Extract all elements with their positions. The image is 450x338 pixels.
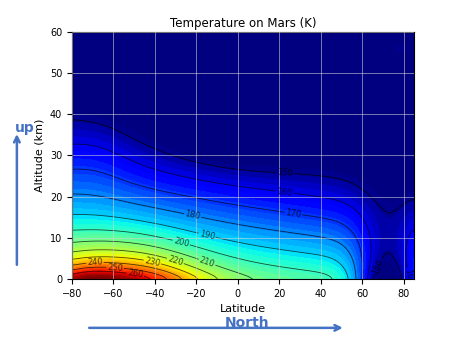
Text: 260: 260 [126, 269, 144, 280]
Text: 190: 190 [198, 229, 216, 242]
Text: 240: 240 [87, 258, 103, 267]
Text: up: up [15, 121, 35, 136]
Text: 160: 160 [403, 268, 414, 285]
Text: 230: 230 [144, 256, 161, 268]
Text: 210: 210 [198, 255, 216, 269]
Text: 170: 170 [285, 208, 302, 219]
Text: 200: 200 [172, 236, 190, 249]
X-axis label: Latitude: Latitude [220, 304, 266, 314]
Text: North: North [225, 316, 270, 330]
Text: 180: 180 [184, 210, 202, 221]
Text: 250: 250 [107, 263, 123, 273]
Title: Temperature on Mars (K): Temperature on Mars (K) [170, 17, 316, 29]
Text: 150: 150 [277, 168, 293, 178]
Text: 150: 150 [370, 257, 385, 275]
Text: 220: 220 [166, 254, 184, 267]
Y-axis label: Altitude (km): Altitude (km) [34, 119, 45, 192]
Text: 160: 160 [276, 187, 293, 198]
